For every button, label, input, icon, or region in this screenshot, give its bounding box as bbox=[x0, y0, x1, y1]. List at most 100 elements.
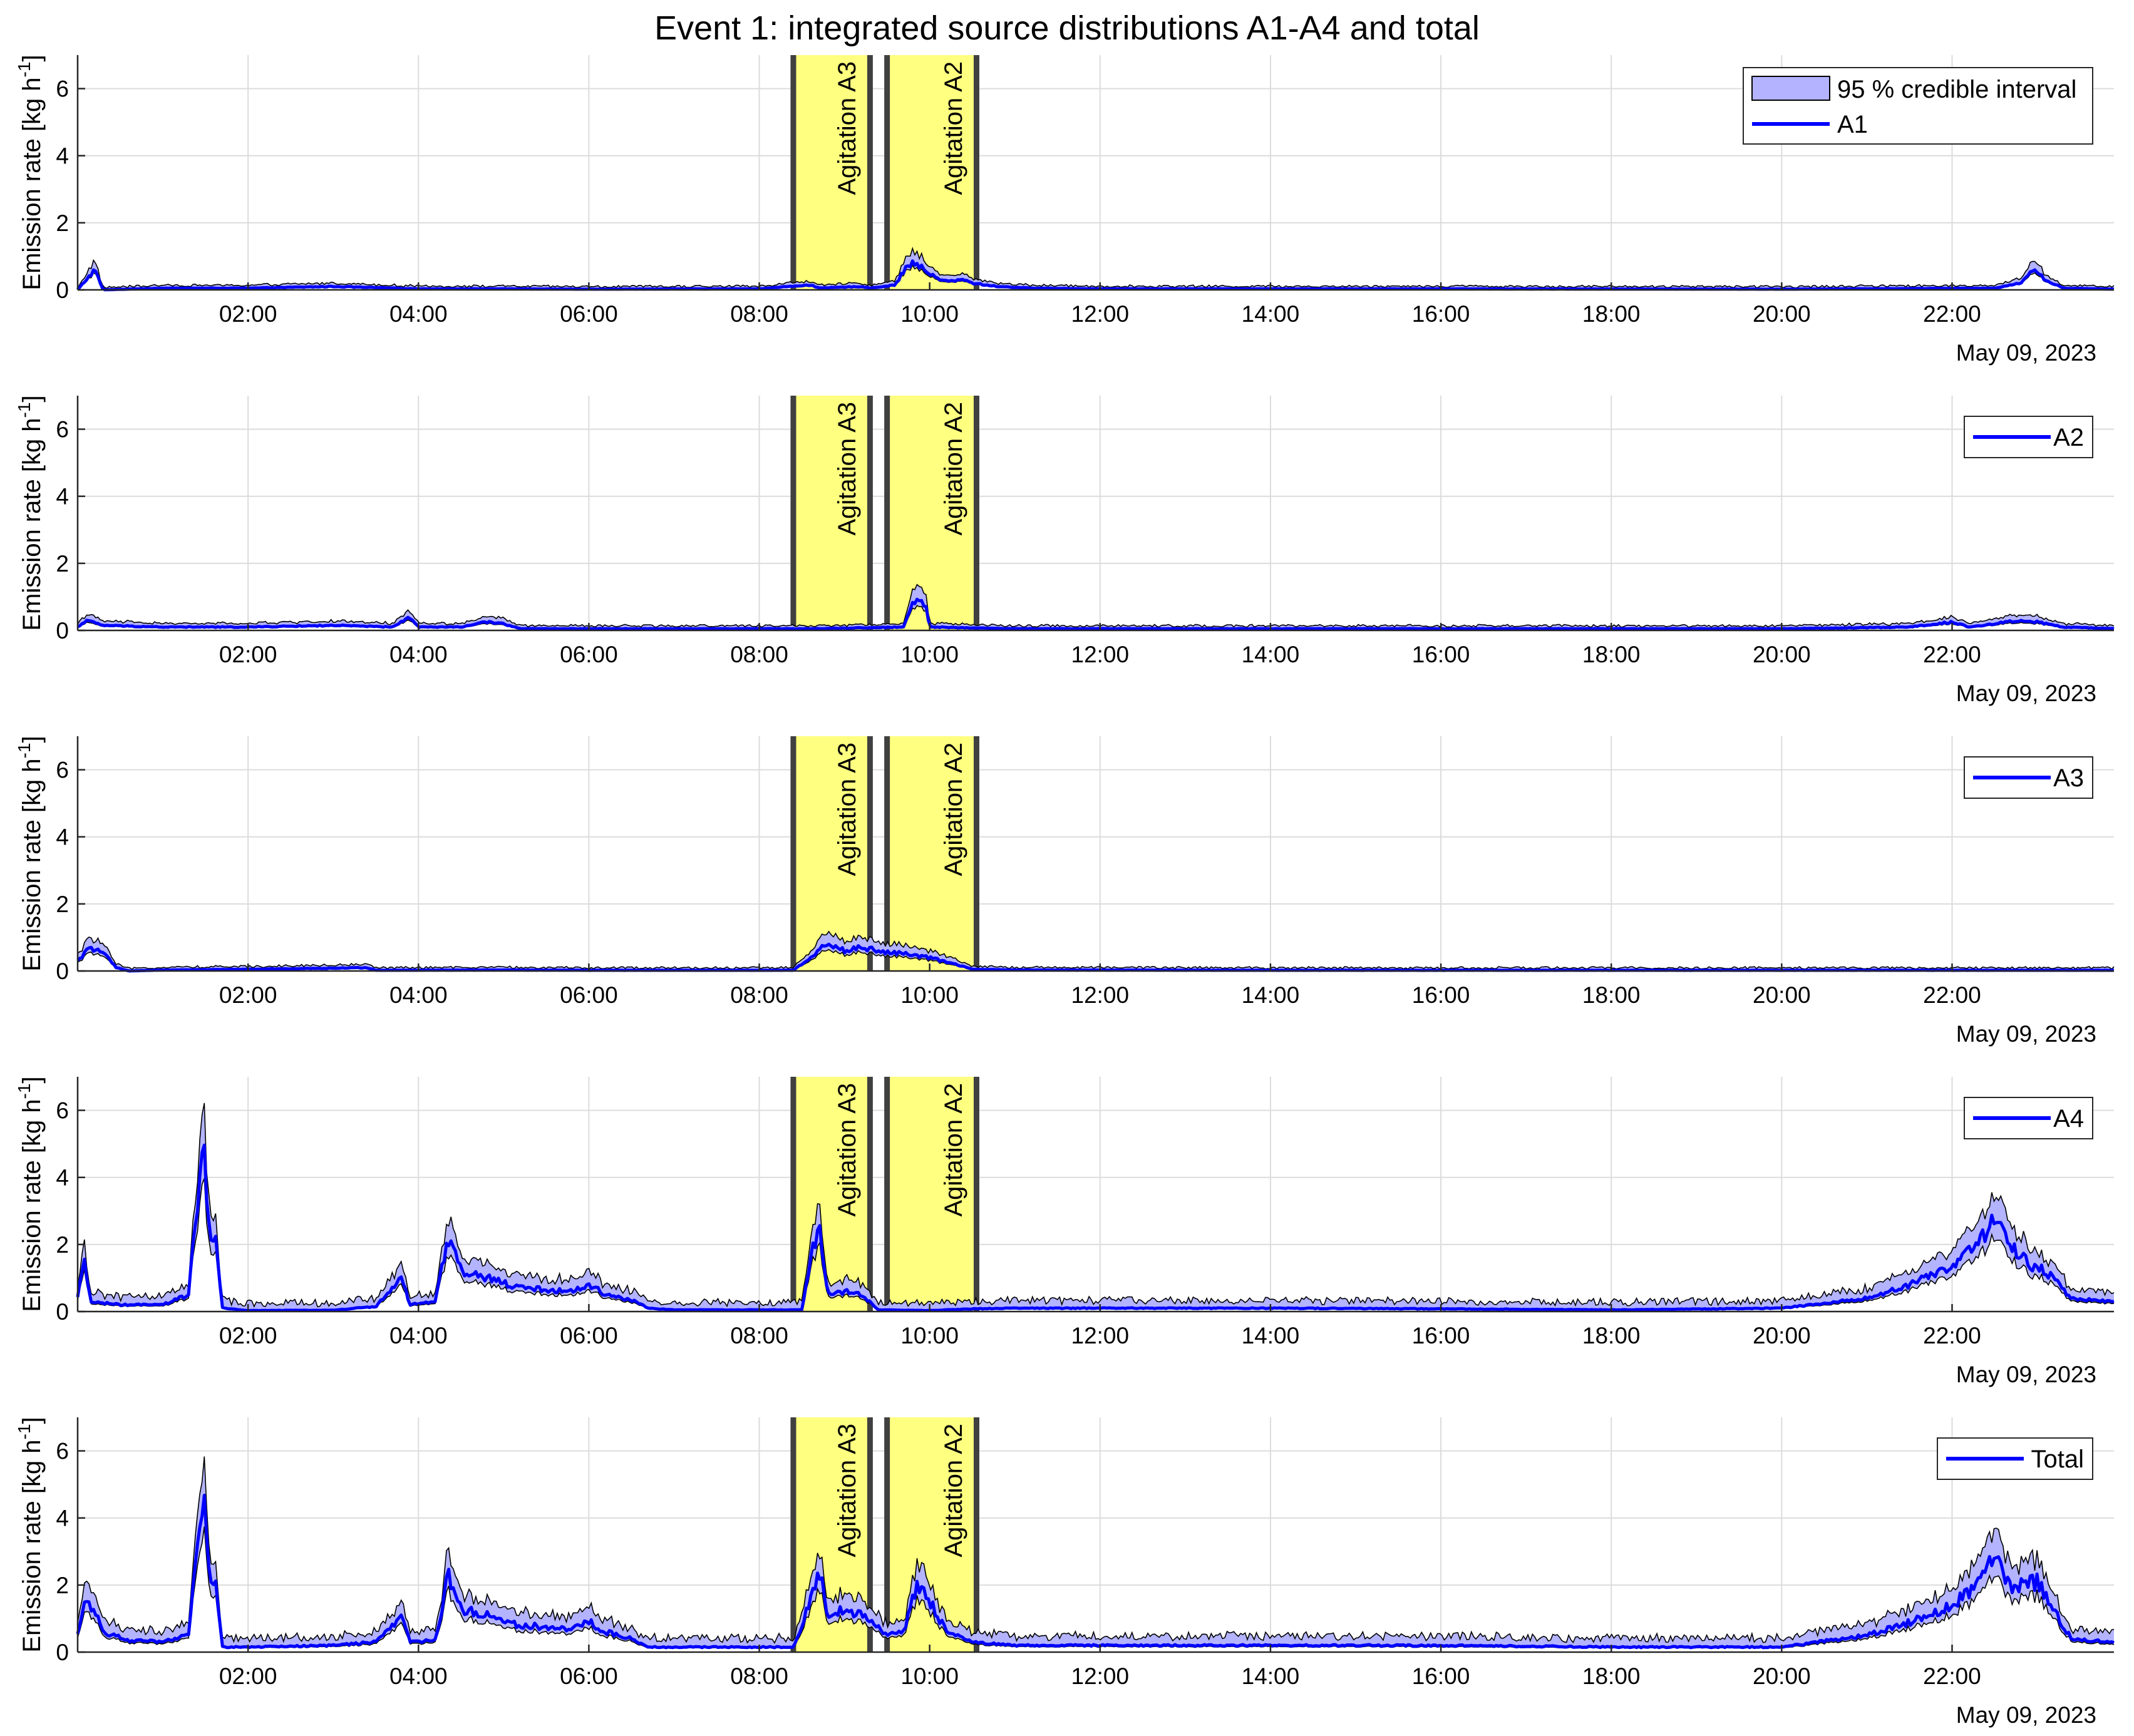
x-tick-label: 08:00 bbox=[730, 642, 788, 667]
x-tick-label: 16:00 bbox=[1412, 642, 1470, 667]
x-tick-label: 14:00 bbox=[1242, 301, 1300, 327]
y-tick-label: 2 bbox=[56, 210, 69, 236]
agitation-label: Agitation A3 bbox=[833, 402, 861, 536]
y-axis-label: Emission rate [kg h-1] bbox=[14, 736, 46, 971]
y-tick-label: 2 bbox=[56, 1573, 69, 1598]
agitation-region bbox=[793, 736, 870, 971]
x-tick-label: 04:00 bbox=[389, 642, 448, 667]
credible-interval-upper bbox=[77, 247, 2115, 289]
x-tick-label: 18:00 bbox=[1582, 1323, 1641, 1348]
x-tick-label: 06:00 bbox=[560, 1323, 618, 1348]
date-label: May 09, 2023 bbox=[1956, 340, 2096, 366]
y-axis-label: Emission rate [kg h-1] bbox=[14, 54, 46, 290]
panel-a1: Agitation A3 Agitation A2 0 2 4 6 02:00 04:00 06… bbox=[14, 54, 2115, 366]
x-tick-label: 14:00 bbox=[1242, 982, 1300, 1008]
y-tick-label: 0 bbox=[56, 958, 69, 984]
x-tick-label: 16:00 bbox=[1412, 1663, 1470, 1689]
agitation-label: Agitation A3 bbox=[833, 742, 861, 876]
series-line-a2 bbox=[76, 597, 2115, 631]
agitation-region bbox=[793, 396, 870, 630]
legend-series-label: A3 bbox=[2053, 764, 2084, 792]
x-tick-label: 08:00 bbox=[730, 1663, 788, 1689]
panel-a4: Agitation A3 Agitation A2 0 2 4 6 02:00 04:00 06… bbox=[14, 1076, 2115, 1387]
credible-interval-upper bbox=[77, 1456, 2115, 1644]
x-tick-label: 12:00 bbox=[1071, 1323, 1130, 1348]
date-label: May 09, 2023 bbox=[1956, 1021, 2096, 1047]
x-tick-label: 16:00 bbox=[1412, 982, 1470, 1008]
agitation-label: Agitation A3 bbox=[833, 1424, 861, 1558]
x-tick-label: 02:00 bbox=[219, 1663, 277, 1689]
y-axis-label: Emission rate [kg h-1] bbox=[14, 1076, 46, 1312]
x-tick-label: 08:00 bbox=[730, 301, 788, 327]
x-tick-label: 08:00 bbox=[730, 1323, 788, 1348]
x-tick-label: 14:00 bbox=[1242, 1323, 1300, 1348]
x-tick-label: 18:00 bbox=[1582, 642, 1641, 667]
x-tick-label: 20:00 bbox=[1753, 1663, 1811, 1689]
panel-total: Agitation A3 Agitation A2 0 2 4 6 02:00 04:00 06… bbox=[14, 1417, 2115, 1728]
y-tick-label: 6 bbox=[56, 758, 69, 783]
x-tick-label: 04:00 bbox=[389, 301, 448, 327]
series-line-total bbox=[76, 1494, 2115, 1650]
y-tick-label: 4 bbox=[56, 1506, 69, 1531]
panel-a3: Agitation A3 Agitation A2 0 2 4 6 02:00 04:00 06… bbox=[14, 736, 2115, 1047]
credible-interval-upper bbox=[77, 1102, 2115, 1308]
y-tick-label: 2 bbox=[56, 1232, 69, 1258]
figure-title: Event 1: integrated source distributions… bbox=[654, 9, 1480, 47]
agitation-region bbox=[887, 55, 977, 290]
credible-interval-band bbox=[78, 248, 2114, 290]
x-tick-label: 10:00 bbox=[900, 1323, 959, 1348]
x-tick-label: 06:00 bbox=[560, 642, 618, 667]
legend-band-swatch bbox=[1751, 76, 1830, 101]
x-tick-label: 10:00 bbox=[900, 982, 959, 1008]
y-tick-label: 2 bbox=[56, 551, 69, 577]
x-tick-label: 14:00 bbox=[1242, 1663, 1300, 1689]
panel-a2: Agitation A3 Agitation A2 0 2 4 6 02:00 04:00 06… bbox=[14, 395, 2115, 706]
y-axis-label: Emission rate [kg h-1] bbox=[14, 1417, 46, 1652]
x-tick-label: 04:00 bbox=[389, 982, 448, 1008]
x-tick-label: 12:00 bbox=[1071, 982, 1130, 1008]
y-axis-label: Emission rate [kg h-1] bbox=[14, 395, 46, 630]
x-tick-label: 10:00 bbox=[900, 1663, 959, 1689]
x-tick-label: 18:00 bbox=[1582, 982, 1641, 1008]
agitation-region bbox=[793, 55, 870, 290]
y-tick-label: 0 bbox=[56, 1640, 69, 1665]
x-tick-label: 04:00 bbox=[389, 1323, 448, 1348]
x-tick-label: 22:00 bbox=[1923, 1323, 1981, 1348]
x-tick-label: 02:00 bbox=[219, 982, 277, 1008]
x-tick-label: 14:00 bbox=[1242, 642, 1300, 667]
x-tick-label: 22:00 bbox=[1923, 1663, 1981, 1689]
y-tick-label: 4 bbox=[56, 824, 69, 850]
x-tick-label: 10:00 bbox=[900, 642, 959, 667]
x-tick-label: 22:00 bbox=[1923, 642, 1981, 667]
x-tick-label: 22:00 bbox=[1923, 982, 1981, 1008]
agitation-label: Agitation A2 bbox=[940, 742, 967, 876]
x-tick-label: 12:00 bbox=[1071, 1663, 1130, 1689]
x-tick-label: 12:00 bbox=[1071, 642, 1130, 667]
x-tick-label: 18:00 bbox=[1582, 301, 1641, 327]
x-tick-label: 04:00 bbox=[389, 1663, 448, 1689]
x-tick-label: 06:00 bbox=[560, 301, 618, 327]
credible-interval-band bbox=[78, 1102, 2114, 1311]
agitation-label: Agitation A3 bbox=[833, 61, 861, 195]
legend-series-label: Total bbox=[2031, 1446, 2085, 1473]
y-tick-label: 0 bbox=[56, 1299, 69, 1325]
legend-series-label: A4 bbox=[2053, 1105, 2084, 1133]
date-label: May 09, 2023 bbox=[1956, 1362, 2096, 1387]
date-label: May 09, 2023 bbox=[1956, 681, 2096, 706]
agitation-label: Agitation A2 bbox=[940, 61, 967, 195]
legend-series-label: A2 bbox=[2053, 424, 2084, 451]
x-tick-label: 10:00 bbox=[900, 301, 959, 327]
x-tick-label: 06:00 bbox=[560, 982, 618, 1008]
x-tick-label: 20:00 bbox=[1753, 301, 1811, 327]
y-tick-label: 4 bbox=[56, 1165, 69, 1191]
date-label: May 09, 2023 bbox=[1956, 1702, 2096, 1728]
x-tick-label: 16:00 bbox=[1412, 301, 1470, 327]
legend-series-label: A1 bbox=[1837, 111, 1868, 138]
x-tick-label: 20:00 bbox=[1753, 982, 1811, 1008]
x-tick-label: 20:00 bbox=[1753, 642, 1811, 667]
y-tick-label: 0 bbox=[56, 618, 69, 644]
y-tick-label: 4 bbox=[56, 484, 69, 510]
credible-interval-upper bbox=[77, 583, 2115, 628]
agitation-label: Agitation A2 bbox=[940, 402, 967, 536]
x-tick-label: 02:00 bbox=[219, 1323, 277, 1348]
